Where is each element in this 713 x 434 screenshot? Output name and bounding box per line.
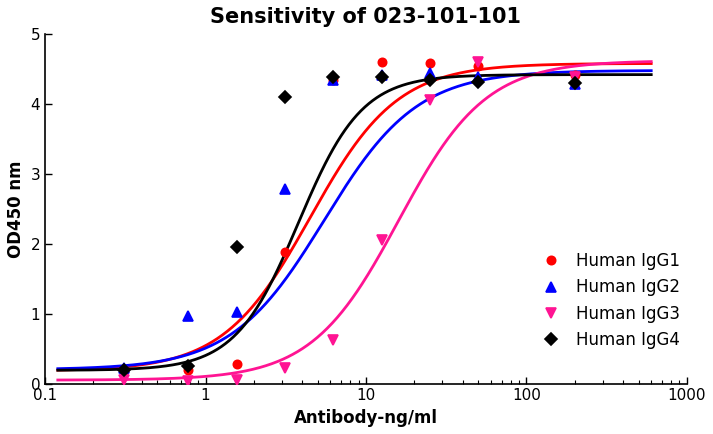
Human IgG4 <box>184 364 193 369</box>
Line: Human IgG3: Human IgG3 <box>119 57 580 386</box>
Human IgG1 <box>474 63 483 68</box>
Human IgG4 <box>377 75 386 80</box>
Human IgG3 <box>232 378 241 383</box>
Line: Human IgG1: Human IgG1 <box>120 58 579 375</box>
Legend: Human IgG1, Human IgG2, Human IgG3, Human IgG4: Human IgG1, Human IgG2, Human IgG3, Huma… <box>528 245 687 356</box>
Human IgG1 <box>570 72 579 77</box>
Human IgG1 <box>232 362 241 367</box>
Human IgG2 <box>120 366 128 371</box>
Line: Human IgG2: Human IgG2 <box>119 68 580 373</box>
Human IgG1 <box>377 59 386 65</box>
Human IgG1 <box>426 61 434 66</box>
X-axis label: Antibody-ng/ml: Antibody-ng/ml <box>294 409 438 427</box>
Human IgG2 <box>474 75 483 80</box>
Human IgG2 <box>184 313 193 319</box>
Human IgG3 <box>120 378 128 383</box>
Human IgG4 <box>426 77 434 82</box>
Human IgG4 <box>329 75 337 80</box>
Y-axis label: OD450 nm: OD450 nm <box>7 160 25 258</box>
Human IgG3 <box>377 238 386 243</box>
Human IgG4 <box>232 245 241 250</box>
Human IgG3 <box>281 366 289 371</box>
Human IgG1 <box>184 367 193 372</box>
Human IgG4 <box>120 367 128 372</box>
Human IgG3 <box>184 378 193 384</box>
Human IgG3 <box>426 98 434 103</box>
Human IgG4 <box>474 79 483 84</box>
Human IgG1 <box>120 368 128 374</box>
Human IgG4 <box>281 94 289 99</box>
Human IgG2 <box>426 70 434 75</box>
Human IgG1 <box>281 250 289 255</box>
Line: Human IgG4: Human IgG4 <box>120 73 579 374</box>
Human IgG2 <box>377 72 386 77</box>
Human IgG2 <box>570 82 579 87</box>
Human IgG3 <box>329 338 337 343</box>
Title: Sensitivity of 023-101-101: Sensitivity of 023-101-101 <box>210 7 521 27</box>
Human IgG3 <box>474 59 483 65</box>
Human IgG2 <box>232 310 241 315</box>
Human IgG4 <box>570 80 579 85</box>
Human IgG1 <box>329 77 337 82</box>
Human IgG2 <box>281 187 289 192</box>
Human IgG2 <box>329 77 337 82</box>
Human IgG3 <box>570 75 579 80</box>
